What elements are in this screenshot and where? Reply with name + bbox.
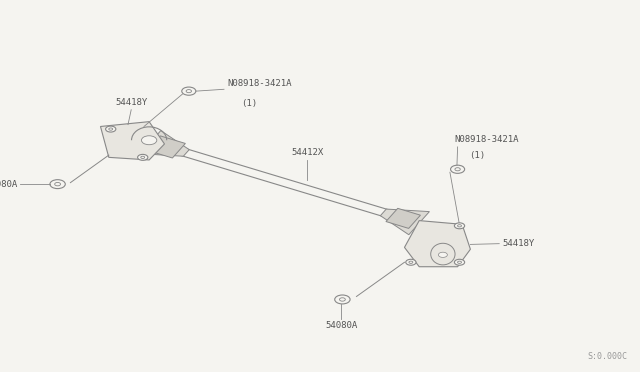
- Circle shape: [455, 168, 460, 171]
- Text: N08918-3421A: N08918-3421A: [227, 79, 292, 88]
- Text: 54412X: 54412X: [291, 148, 323, 157]
- Circle shape: [339, 298, 346, 301]
- Polygon shape: [147, 136, 186, 158]
- Circle shape: [106, 126, 116, 132]
- Circle shape: [335, 295, 350, 304]
- Circle shape: [50, 180, 65, 189]
- Polygon shape: [140, 131, 189, 156]
- Circle shape: [458, 261, 461, 263]
- Text: 54080A: 54080A: [0, 180, 17, 189]
- Circle shape: [458, 225, 461, 227]
- Text: S:0.000C: S:0.000C: [588, 352, 627, 361]
- Polygon shape: [380, 209, 429, 235]
- Circle shape: [454, 259, 465, 265]
- Polygon shape: [100, 122, 164, 160]
- Circle shape: [451, 165, 465, 173]
- Text: 54080A: 54080A: [325, 321, 357, 330]
- Circle shape: [141, 136, 157, 145]
- Circle shape: [54, 182, 61, 186]
- Circle shape: [438, 252, 447, 257]
- Circle shape: [182, 87, 196, 95]
- Circle shape: [406, 259, 416, 265]
- Text: (1): (1): [241, 99, 258, 108]
- Text: 54418Y: 54418Y: [115, 98, 147, 107]
- Circle shape: [409, 261, 413, 263]
- Circle shape: [109, 128, 113, 130]
- Circle shape: [138, 154, 148, 160]
- Circle shape: [141, 156, 145, 158]
- Text: N08918-3421A: N08918-3421A: [454, 135, 519, 144]
- Polygon shape: [386, 208, 420, 228]
- Circle shape: [454, 223, 465, 229]
- Polygon shape: [404, 221, 470, 267]
- Circle shape: [186, 90, 191, 93]
- Text: (1): (1): [468, 151, 485, 160]
- Text: 54418Y: 54418Y: [502, 239, 534, 248]
